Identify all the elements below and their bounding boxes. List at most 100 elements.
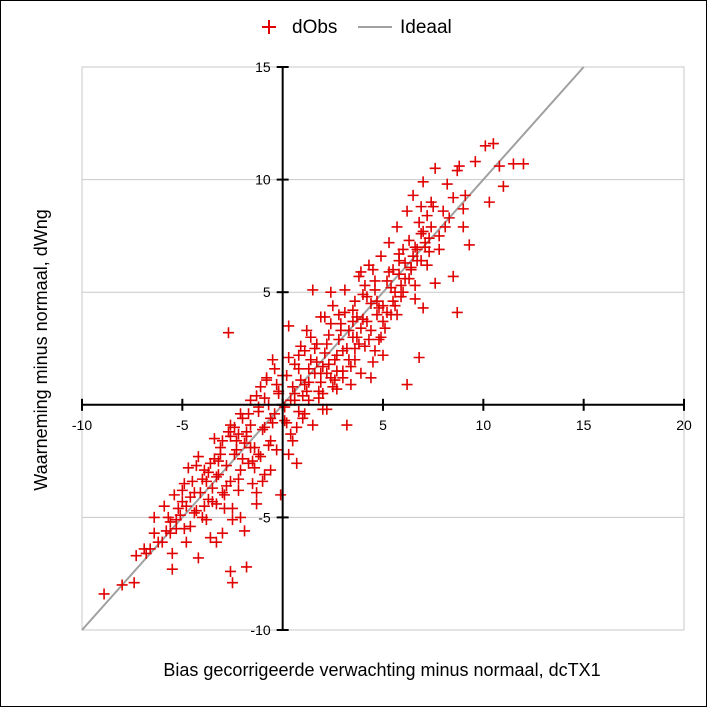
data-point: [447, 192, 459, 204]
data-point: [283, 448, 295, 460]
data-point: [184, 520, 196, 532]
data-point: [275, 489, 287, 501]
data-point: [381, 306, 393, 318]
data-point: [411, 243, 423, 255]
data-point: [192, 451, 204, 463]
data-point: [369, 345, 381, 357]
data-point: [287, 435, 299, 447]
data-point: [265, 435, 277, 447]
data-point: [196, 511, 208, 523]
x-tick-label: 5: [379, 417, 387, 433]
data-point: [233, 428, 245, 440]
data-point: [457, 203, 469, 215]
data-point: [345, 361, 357, 373]
data-point: [222, 426, 234, 438]
data-point: [206, 496, 218, 508]
data-point: [307, 419, 319, 431]
data-point: [297, 412, 309, 424]
data-point: [447, 270, 459, 282]
data-point: [331, 365, 343, 377]
data-point: [417, 302, 429, 314]
data-point: [237, 412, 249, 424]
data-point: [453, 160, 465, 172]
data-point: [381, 275, 393, 287]
data-point: [299, 408, 311, 420]
data-point: [359, 340, 371, 352]
data-point: [210, 471, 222, 483]
data-point: [343, 354, 355, 366]
data-point: [128, 577, 140, 589]
data-point: [355, 322, 367, 334]
data-point: [148, 527, 160, 539]
data-point: [235, 511, 247, 523]
data-point: [497, 180, 509, 192]
data-point: [321, 367, 333, 379]
data-point: [204, 457, 216, 469]
data-point: [255, 381, 267, 393]
data-point: [208, 433, 220, 445]
data-point: [178, 523, 190, 535]
data-point: [317, 388, 329, 400]
data-point: [405, 264, 417, 276]
x-tick-label: 10: [476, 417, 492, 433]
data-point: [247, 478, 259, 490]
data-point: [216, 487, 228, 499]
data-point: [487, 138, 499, 150]
data-point: [383, 237, 395, 249]
data-point: [479, 140, 491, 152]
plot-border: [81, 66, 685, 631]
data-point: [337, 345, 349, 357]
data-point: [439, 221, 451, 233]
data-point: [327, 381, 339, 393]
data-point: [389, 300, 401, 312]
data-point: [399, 257, 411, 269]
data-point: [237, 453, 249, 465]
data-point: [391, 309, 403, 321]
data-point: [349, 343, 361, 354]
data-point: [423, 232, 435, 244]
data-point: [222, 327, 234, 339]
data-point: [351, 311, 363, 323]
data-point: [168, 489, 180, 501]
data-point: [303, 363, 315, 375]
data-point: [269, 363, 281, 375]
data-point: [172, 502, 184, 514]
data-point: [251, 498, 263, 510]
data-point: [186, 475, 198, 487]
data-point: [403, 273, 415, 285]
data-point: [433, 243, 445, 255]
data-point: [441, 178, 453, 190]
data-point: [385, 282, 397, 294]
data-point: [409, 241, 421, 253]
data-point: [383, 266, 395, 278]
data-point: [301, 324, 313, 336]
data-point: [401, 379, 413, 391]
data-point: [409, 279, 421, 291]
data-point: [200, 475, 212, 487]
data-point: [355, 367, 367, 379]
data-point: [279, 401, 291, 413]
data-point: [190, 460, 202, 472]
data-point: [329, 354, 341, 366]
data-point: [365, 297, 377, 309]
data-point: [347, 304, 359, 316]
data-point: [190, 505, 202, 517]
data-point: [188, 507, 200, 519]
data-point: [233, 484, 245, 496]
data-point: [427, 201, 439, 213]
data-point: [253, 401, 265, 413]
data-point: [299, 379, 311, 391]
data-point: [251, 487, 263, 499]
data-point: [198, 500, 210, 512]
data-point: [283, 352, 295, 364]
y-tick-label: -10: [250, 622, 270, 638]
data-point: [130, 550, 142, 562]
data-point: [323, 358, 335, 370]
data-point: [184, 491, 196, 503]
data-point: [373, 302, 385, 314]
data-point: [371, 309, 383, 321]
data-point: [311, 338, 323, 350]
data-point: [339, 284, 351, 296]
data-point: [98, 588, 110, 600]
data-point: [373, 333, 385, 345]
